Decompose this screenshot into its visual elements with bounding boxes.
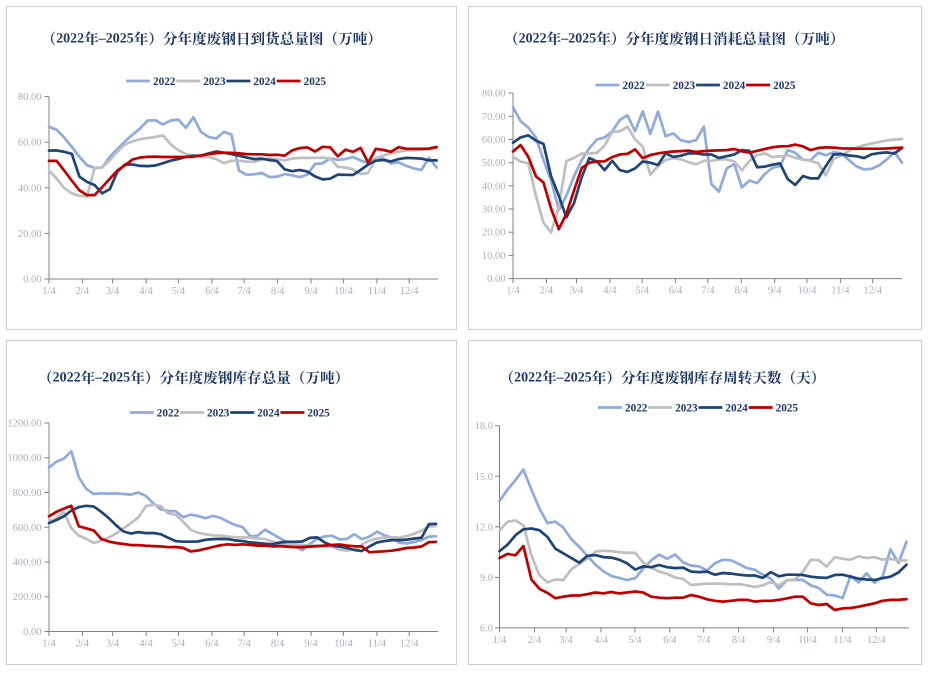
svg-text:1/4: 1/4 (506, 286, 520, 297)
svg-text:200.00: 200.00 (13, 592, 42, 603)
svg-text:0.00: 0.00 (23, 275, 41, 286)
svg-text:4/4: 4/4 (603, 286, 617, 297)
svg-text:0.00: 0.00 (23, 627, 41, 638)
svg-text:1/4: 1/4 (42, 639, 56, 650)
svg-text:1200.00: 1200.00 (7, 419, 41, 430)
svg-text:600.00: 600.00 (13, 523, 42, 534)
svg-text:7/4: 7/4 (701, 286, 715, 297)
svg-text:20.00: 20.00 (482, 228, 506, 239)
svg-text:2022: 2022 (625, 402, 648, 414)
svg-text:2024: 2024 (723, 80, 746, 92)
svg-text:11/4: 11/4 (833, 635, 852, 646)
svg-text:2023: 2023 (675, 402, 698, 414)
svg-text:7/4: 7/4 (237, 286, 251, 297)
svg-text:9/4: 9/4 (767, 635, 781, 646)
svg-text:2022: 2022 (623, 80, 646, 92)
svg-text:6.0: 6.0 (480, 623, 493, 634)
svg-text:2023: 2023 (207, 407, 230, 419)
svg-text:0.00: 0.00 (487, 274, 505, 285)
svg-text:2/4: 2/4 (540, 286, 554, 297)
svg-text:10/4: 10/4 (334, 286, 353, 297)
svg-text:60.00: 60.00 (482, 135, 506, 146)
svg-text:2025: 2025 (773, 80, 796, 92)
svg-text:12/4: 12/4 (400, 286, 419, 297)
svg-text:2025: 2025 (307, 407, 330, 419)
svg-text:20.00: 20.00 (18, 229, 42, 240)
svg-text:18.0: 18.0 (475, 421, 493, 432)
svg-text:2/4: 2/4 (528, 635, 542, 646)
svg-text:2023: 2023 (203, 76, 226, 88)
svg-text:10.00: 10.00 (482, 251, 506, 262)
svg-text:12/4: 12/4 (400, 639, 419, 650)
svg-text:12/4: 12/4 (867, 635, 886, 646)
svg-text:2025: 2025 (776, 402, 799, 414)
svg-text:3/4: 3/4 (570, 286, 584, 297)
svg-text:2022: 2022 (157, 407, 180, 419)
svg-text:2024: 2024 (725, 402, 748, 414)
svg-text:400.00: 400.00 (13, 558, 42, 569)
svg-text:10/4: 10/4 (334, 639, 353, 650)
svg-text:2025: 2025 (304, 76, 327, 88)
svg-text:9/4: 9/4 (304, 286, 318, 297)
svg-text:4/4: 4/4 (139, 639, 153, 650)
svg-text:60.00: 60.00 (18, 138, 42, 149)
svg-text:2024: 2024 (253, 76, 276, 88)
svg-text:10/4: 10/4 (798, 286, 817, 297)
svg-text:40.00: 40.00 (482, 181, 506, 192)
svg-text:5/4: 5/4 (635, 286, 649, 297)
svg-text:8/4: 8/4 (735, 286, 749, 297)
svg-text:8/4: 8/4 (732, 635, 746, 646)
svg-text:7/4: 7/4 (237, 639, 251, 650)
svg-text:6/4: 6/4 (669, 286, 683, 297)
svg-text:1/4: 1/4 (493, 635, 507, 646)
svg-text:12.0: 12.0 (475, 522, 493, 533)
svg-text:40.00: 40.00 (18, 183, 42, 194)
svg-text:30.00: 30.00 (482, 205, 506, 216)
svg-text:8/4: 8/4 (271, 286, 285, 297)
svg-text:2024: 2024 (257, 407, 280, 419)
svg-text:12/4: 12/4 (863, 286, 882, 297)
svg-text:3/4: 3/4 (106, 286, 120, 297)
svg-text:6/4: 6/4 (663, 635, 677, 646)
svg-text:6/4: 6/4 (205, 639, 219, 650)
svg-text:80.00: 80.00 (482, 89, 506, 100)
svg-text:8/4: 8/4 (271, 639, 285, 650)
svg-text:9/4: 9/4 (304, 639, 318, 650)
svg-text:11/4: 11/4 (368, 639, 387, 650)
svg-text:3/4: 3/4 (106, 639, 120, 650)
svg-text:11/4: 11/4 (831, 286, 850, 297)
svg-text:4/4: 4/4 (139, 286, 153, 297)
svg-text:5/4: 5/4 (172, 286, 186, 297)
svg-text:15.0: 15.0 (475, 472, 493, 483)
svg-text:1000.00: 1000.00 (7, 453, 41, 464)
svg-text:11/4: 11/4 (368, 286, 387, 297)
svg-text:1/4: 1/4 (42, 286, 56, 297)
svg-text:4/4: 4/4 (594, 635, 608, 646)
svg-text:2/4: 2/4 (76, 286, 90, 297)
svg-text:7/4: 7/4 (697, 635, 711, 646)
svg-text:50.00: 50.00 (482, 158, 506, 169)
svg-text:10/4: 10/4 (798, 635, 817, 646)
svg-text:5/4: 5/4 (172, 639, 186, 650)
svg-text:9/4: 9/4 (768, 286, 782, 297)
svg-text:80.00: 80.00 (18, 92, 42, 103)
svg-text:9.0: 9.0 (480, 573, 493, 584)
svg-text:800.00: 800.00 (13, 488, 42, 499)
svg-text:2023: 2023 (673, 80, 696, 92)
svg-text:3/4: 3/4 (559, 635, 573, 646)
svg-text:2/4: 2/4 (76, 639, 90, 650)
svg-text:6/4: 6/4 (205, 286, 219, 297)
svg-text:5/4: 5/4 (628, 635, 642, 646)
svg-text:2022: 2022 (153, 76, 176, 88)
svg-text:70.00: 70.00 (482, 112, 506, 123)
